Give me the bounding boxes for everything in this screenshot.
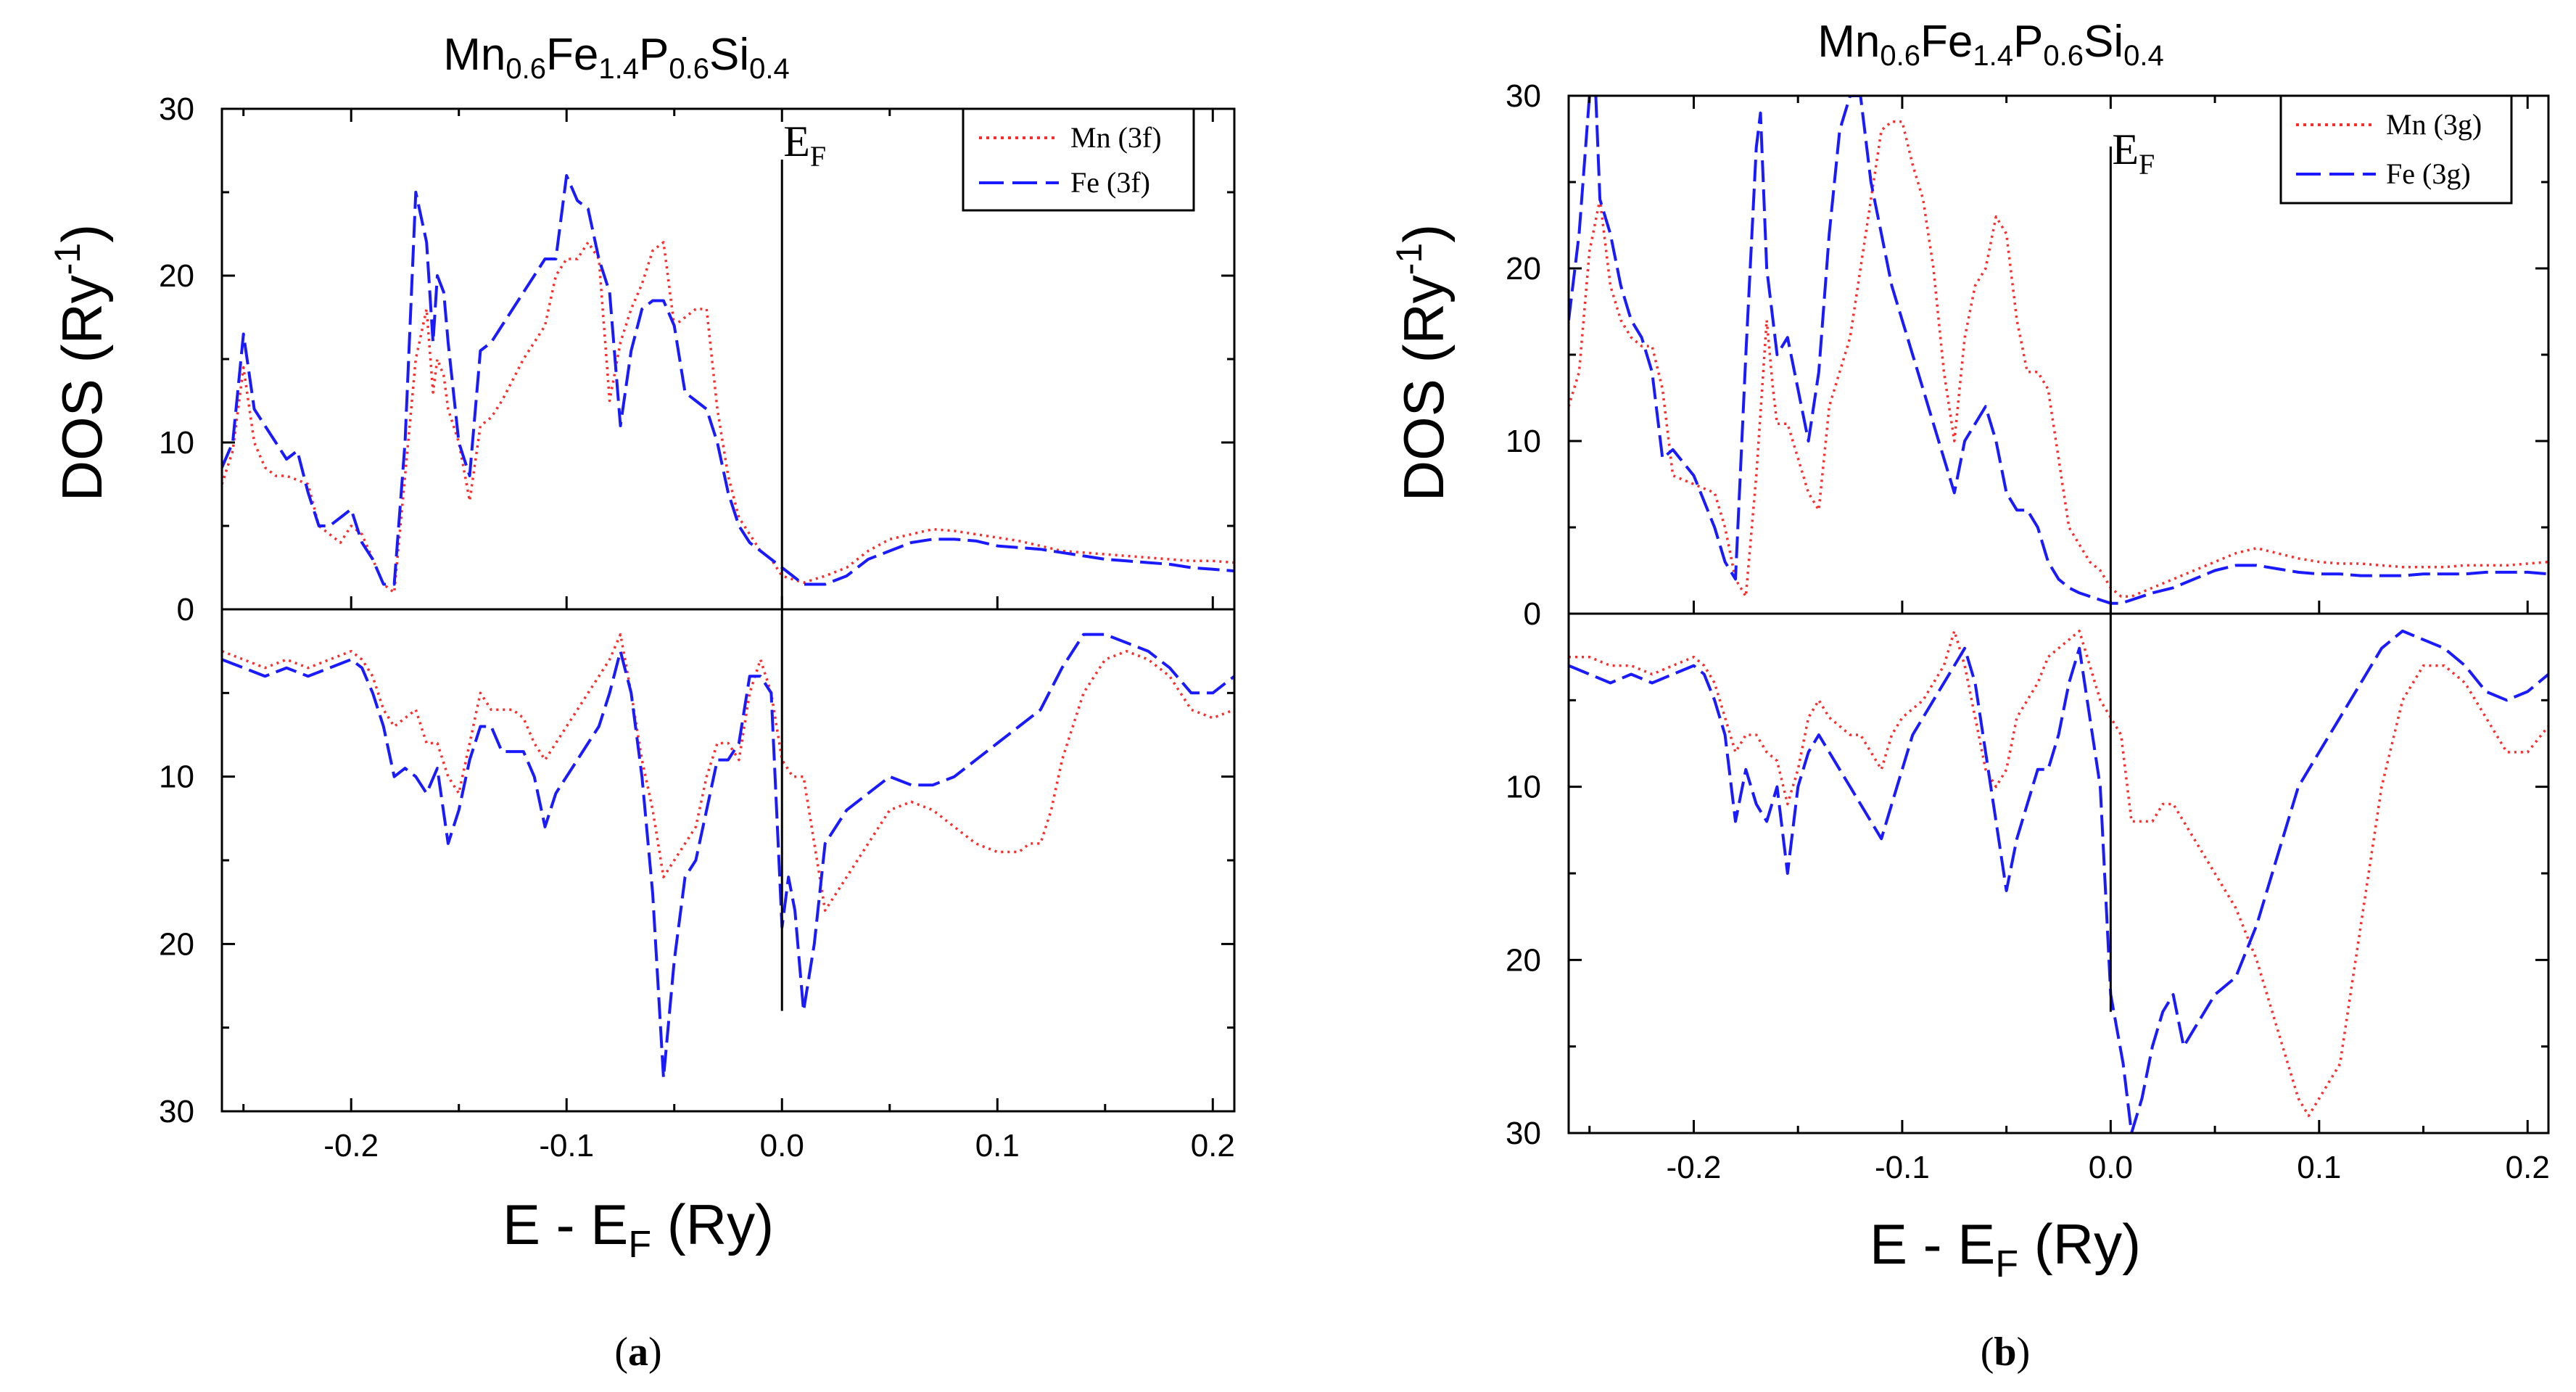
panel-a-up-mn-line: [222, 241, 1234, 594]
panel-a-ytick-up-label: 20: [159, 258, 194, 294]
panel-a-legend: Mn (3f) Fe (3f): [962, 107, 1195, 212]
panel-a-legend-box: [962, 107, 1195, 212]
panel-b-legend-box: [2279, 94, 2513, 205]
panel-b-spin-down-plot: [1569, 629, 2548, 1133]
panel-b-ytick-up-label: 10: [1506, 424, 1541, 459]
panel-b: Mn0.6Fe1.4P0.6Si0.4 DOS (Ry-1) E - EF (R…: [1389, 17, 2550, 1375]
panel-b-legend-mn-label: Mn (3g): [2386, 108, 2482, 141]
panel-b-ylabel: DOS (Ry-1): [1389, 224, 1456, 501]
panel-b-xtick-label: -0.1: [1875, 1150, 1930, 1185]
panel-b-ytick-up-label: 0: [1524, 596, 1541, 632]
panel-a-xtick-label: 0.0: [760, 1128, 804, 1164]
panel-b-up-mn-line: [1569, 120, 2548, 598]
panel-a-xtick-label: -0.1: [539, 1128, 594, 1164]
panel-b-legend: Mn (3g) Fe (3g): [2279, 94, 2513, 205]
panel-b-down-mn-line: [1569, 630, 2548, 1117]
panel-a-ytick-down-label: 30: [159, 1094, 194, 1129]
panel-b-ytick-down-label: 20: [1506, 942, 1541, 978]
panel-b-xtick-label: 0.2: [2506, 1150, 2550, 1185]
panel-a-lower-frame: [220, 608, 1236, 1113]
panel-b-lower-frame: [1567, 612, 2550, 1134]
panel-b-ytick-down-label: 10: [1506, 770, 1541, 805]
panel-a-legend-fe-label: Fe (3f): [1070, 166, 1150, 199]
panel-a-spin-down-plot: [222, 633, 1234, 1079]
panel-a-ytick-up-label: 10: [159, 425, 194, 461]
panel-b-ytick-down-label: 30: [1506, 1116, 1541, 1151]
panel-a-xlabel: E - EF (Ry): [503, 1193, 774, 1266]
panel-b-fermi-label: EF: [2112, 125, 2155, 181]
panel-b-xtick-label: -0.2: [1667, 1150, 1722, 1185]
panel-a-ytick-up-label: 0: [177, 592, 194, 627]
panel-a-ylabel: DOS (Ry-1): [47, 224, 114, 501]
panel-a-xtick-label: 0.2: [1191, 1128, 1235, 1164]
panel-b-ticks: -0.2 -0.1 0.0 0.1 0.2 0 10 20 30 10 20 30: [1506, 78, 2550, 1185]
panel-a-title: Mn0.6Fe1.4P0.6Si0.4: [443, 30, 789, 85]
panel-a-caption: (a): [614, 1330, 661, 1375]
panel-b-up-fe-line: [1569, 96, 2548, 605]
panel-b-spin-up-plot: [1569, 96, 2548, 605]
panel-b-xtick-label: 0.1: [2297, 1150, 2341, 1185]
panel-a-down-mn-line: [222, 633, 1234, 912]
panel-b-legend-fe-label: Fe (3g): [2386, 157, 2471, 190]
panel-a-ytick-up-label: 30: [159, 91, 194, 127]
panel-a-ticks: -0.2 -0.1 0.0 0.1 0.2 0 10 20 30 10 20 30: [159, 91, 1235, 1164]
panel-a-up-fe-line: [222, 174, 1234, 586]
panel-b-down-fe-line: [1569, 629, 2548, 1133]
panel-a-xtick-label: 0.1: [975, 1128, 1020, 1164]
panel-a-xtick-label: -0.2: [323, 1128, 379, 1164]
panel-b-ytick-up-label: 30: [1506, 78, 1541, 114]
panel-b-title: Mn0.6Fe1.4P0.6Si0.4: [1817, 17, 2163, 72]
panel-b-xlabel: E - EF (Ry): [1870, 1212, 2141, 1285]
panel-a-spin-up-plot: [222, 174, 1234, 594]
panel-a-legend-mn-label: Mn (3f): [1070, 121, 1162, 154]
panel-b-ytick-up-label: 20: [1506, 251, 1541, 287]
panel-a-ytick-down-label: 20: [159, 926, 194, 962]
panel-b-caption: (b): [1981, 1330, 2030, 1375]
panel-a-ytick-down-label: 10: [159, 759, 194, 795]
panel-a-down-fe-line: [222, 633, 1234, 1079]
panel-a-fermi-label: EF: [783, 118, 826, 173]
panel-b-xtick-label: 0.0: [2089, 1150, 2133, 1185]
panel-a: Mn0.6Fe1.4P0.6Si0.4 DOS (Ry-1) E - EF (R…: [47, 30, 1236, 1375]
